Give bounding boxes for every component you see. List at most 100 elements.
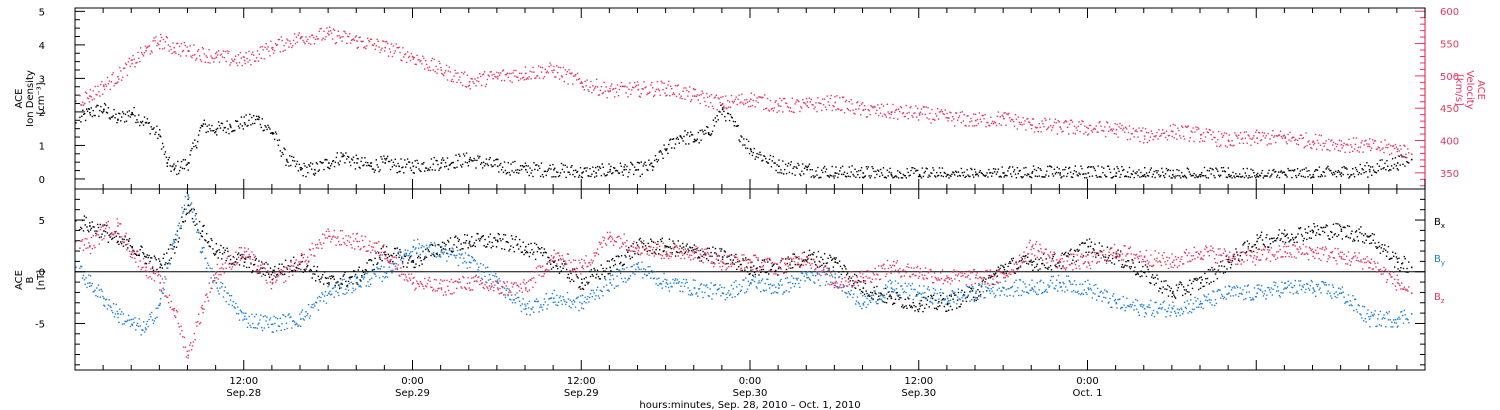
bx-point: [923, 296, 925, 298]
bx-point: [533, 251, 535, 253]
density-point: [224, 126, 226, 129]
by-point: [221, 282, 224, 285]
bx-point: [629, 258, 632, 260]
velocity-point: [107, 83, 110, 85]
velocity-point: [830, 94, 832, 97]
density-point: [621, 171, 623, 173]
velocity-point: [406, 51, 409, 53]
density-point: [264, 125, 266, 127]
velocity-point: [619, 85, 622, 87]
bx-point: [1000, 264, 1002, 267]
velocity-point: [838, 108, 840, 111]
by-point: [217, 290, 219, 292]
bx-point: [380, 247, 382, 250]
density-point: [215, 131, 217, 133]
by-point: [376, 266, 378, 269]
velocity-point: [1210, 134, 1212, 136]
velocity-point: [737, 98, 739, 100]
bx-point: [205, 240, 207, 242]
velocity-point: [344, 31, 346, 33]
bx-point: [996, 275, 999, 277]
density-point: [354, 168, 357, 170]
velocity-point: [264, 46, 266, 49]
density-point: [645, 164, 647, 167]
velocity-point: [1106, 122, 1109, 124]
velocity-point: [1201, 133, 1203, 136]
bx-point: [982, 279, 984, 281]
density-point: [803, 167, 806, 169]
bx-point: [603, 270, 605, 272]
bx-point: [1231, 260, 1234, 262]
bx-point: [714, 247, 717, 250]
bx-point: [1376, 247, 1378, 249]
density-point: [1374, 171, 1377, 173]
density-point: [342, 153, 344, 155]
bx-point: [1182, 294, 1184, 297]
density-point: [623, 166, 625, 168]
velocity-point: [492, 78, 494, 80]
density-point: [128, 110, 130, 112]
bx-point: [997, 266, 999, 268]
bx-point: [765, 271, 767, 274]
velocity-point: [945, 116, 947, 119]
velocity-point: [280, 36, 282, 38]
density-point: [693, 141, 696, 143]
density-point: [681, 137, 683, 140]
velocity-point: [1185, 126, 1188, 128]
bx-point: [576, 276, 578, 278]
velocity-point: [388, 48, 391, 50]
velocity-point: [1227, 139, 1229, 141]
velocity-point: [950, 112, 952, 114]
density-point: [161, 142, 164, 145]
bx-point: [800, 263, 803, 266]
velocity-point: [630, 93, 632, 95]
density-point: [281, 151, 283, 154]
bx-point: [1245, 252, 1247, 254]
velocity-point: [689, 86, 691, 88]
density-point: [879, 168, 882, 171]
density-point: [950, 175, 952, 177]
velocity-point: [302, 39, 304, 42]
velocity-point: [172, 42, 174, 44]
velocity-point: [801, 107, 803, 109]
bx-point: [846, 272, 849, 274]
velocity-point: [211, 57, 213, 59]
density-point: [1049, 165, 1051, 167]
density-point: [1059, 172, 1061, 174]
velocity-point: [368, 39, 370, 42]
velocity-point: [1376, 148, 1379, 150]
bx-point: [1071, 262, 1073, 265]
bx-point: [1241, 259, 1243, 261]
by-point: [257, 323, 259, 326]
velocity-point: [933, 118, 935, 120]
velocity-point: [218, 61, 221, 63]
bx-point: [674, 255, 677, 257]
by-point: [324, 291, 327, 293]
velocity-point: [632, 86, 634, 88]
bx-point: [500, 240, 502, 242]
bx-point: [143, 253, 145, 255]
bx-point: [217, 257, 219, 259]
density-point: [1312, 173, 1315, 176]
density-point: [401, 167, 403, 169]
velocity-point: [1272, 130, 1274, 132]
bx-point: [1237, 259, 1240, 261]
velocity-point: [1246, 142, 1248, 144]
bx-point: [105, 225, 108, 227]
velocity-point: [345, 32, 347, 35]
velocity-point: [183, 41, 186, 44]
density-point: [686, 134, 688, 136]
by-point: [409, 253, 411, 255]
density-point: [847, 175, 849, 177]
bx-point: [193, 209, 195, 211]
density-point: [820, 176, 822, 179]
bx-point: [1148, 271, 1150, 273]
bx-point: [1213, 268, 1216, 270]
density-point: [738, 139, 740, 141]
velocity-point: [803, 102, 805, 104]
velocity-point: [1141, 130, 1143, 132]
bx-point: [190, 208, 193, 210]
by-point: [226, 292, 228, 294]
by-point: [352, 287, 354, 289]
bx-point: [1341, 238, 1343, 240]
